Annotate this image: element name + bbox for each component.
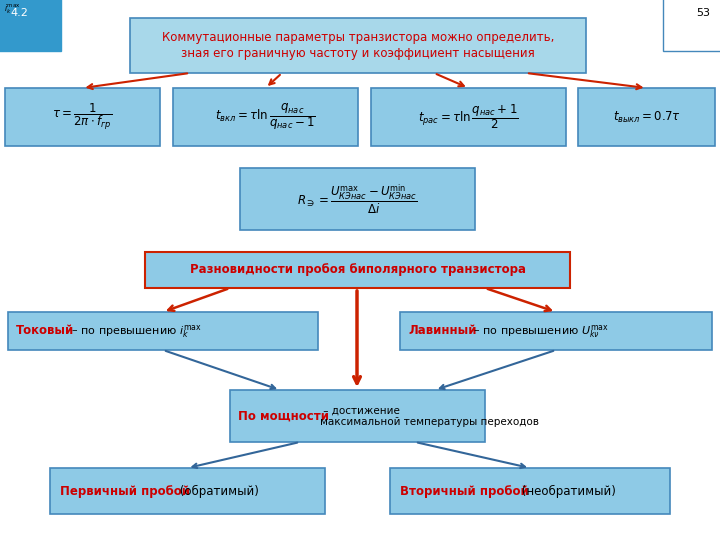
Text: $R_{\ni} = \dfrac{U^{\max}_{\it{КЭнас}} - U^{\min}_{\it{КЭнас}}}{\Delta i}$: $R_{\ni} = \dfrac{U^{\max}_{\it{КЭнас}} …: [297, 183, 418, 215]
Text: (необратимый): (необратимый): [518, 484, 616, 497]
Text: 4.2: 4.2: [10, 8, 28, 18]
Text: – по превышению $i^{\rm max}_{k}$: – по превышению $i^{\rm max}_{k}$: [68, 322, 202, 340]
Text: – по превышению $U^{\rm max}_{k\nu}$: – по превышению $U^{\rm max}_{k\nu}$: [470, 322, 609, 340]
FancyBboxPatch shape: [173, 88, 358, 146]
FancyBboxPatch shape: [5, 88, 160, 146]
Text: (обратимый): (обратимый): [176, 484, 259, 497]
FancyBboxPatch shape: [390, 468, 670, 514]
FancyBboxPatch shape: [578, 88, 715, 146]
FancyBboxPatch shape: [50, 468, 325, 514]
Text: $i_k^{\rm max}$: $i_k^{\rm max}$: [4, 2, 20, 16]
Text: Разновидности пробоя биполярного транзистора: Разновидности пробоя биполярного транзис…: [189, 264, 526, 276]
FancyBboxPatch shape: [240, 168, 475, 230]
Text: $t_{\it{выкл}} = 0.7\tau$: $t_{\it{выкл}} = 0.7\tau$: [613, 110, 680, 125]
FancyBboxPatch shape: [145, 252, 570, 288]
Text: Вторичный пробой: Вторичный пробой: [400, 484, 528, 497]
FancyBboxPatch shape: [400, 312, 712, 350]
Text: $t_{\it{вкл}} = \tau \ln \dfrac{q_{\it{нас}}}{q_{\it{нас}}-1}$: $t_{\it{вкл}} = \tau \ln \dfrac{q_{\it{н…: [215, 102, 316, 132]
Text: – достижение
максимальной температуры переходов: – достижение максимальной температуры пе…: [320, 405, 539, 427]
Text: Первичный пробой: Первичный пробой: [60, 484, 190, 497]
Text: Лавинный: Лавинный: [408, 325, 477, 338]
Text: Токовый: Токовый: [16, 325, 74, 338]
Text: 53: 53: [696, 8, 710, 18]
FancyBboxPatch shape: [371, 88, 566, 146]
Text: По мощности: По мощности: [238, 409, 329, 422]
FancyBboxPatch shape: [230, 390, 485, 442]
Text: $t_{\it{рас}} = \tau \ln \dfrac{q_{\it{нас}}+1}{2}$: $t_{\it{рас}} = \tau \ln \dfrac{q_{\it{н…: [418, 103, 518, 131]
Text: $\tau = \dfrac{1}{2\pi \cdot f_{\it{гр}}}$: $\tau = \dfrac{1}{2\pi \cdot f_{\it{гр}}…: [53, 102, 113, 132]
Text: Коммутационные параметры транзистора можно определить,
зная его граничную частот: Коммутационные параметры транзистора мож…: [162, 31, 554, 59]
FancyBboxPatch shape: [130, 18, 586, 73]
FancyBboxPatch shape: [8, 312, 318, 350]
